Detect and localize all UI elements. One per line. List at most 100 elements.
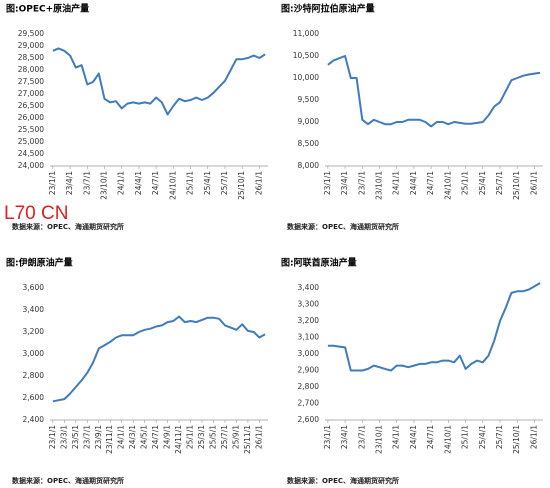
x-tick-label: 26/1/1 <box>254 425 263 449</box>
x-tick-label: 24/7/1 <box>151 171 160 195</box>
x-tick-label: 25/1/1 <box>461 171 470 195</box>
x-tick-label: 24/1/1 <box>392 171 401 195</box>
x-tick-label: 23/7/1 <box>357 425 366 449</box>
x-tick-label: 23/7/1 <box>82 425 91 449</box>
x-tick-label: 24/4/1 <box>134 171 143 195</box>
y-tick-label: 2,800 <box>23 371 45 380</box>
x-tick-label: 24/1/1 <box>392 425 401 449</box>
x-tick-label: 24/7/1 <box>151 425 160 449</box>
x-tick-label: 24/1/1 <box>117 425 126 449</box>
x-tick-label: 25/4/1 <box>478 171 487 195</box>
y-tick-label: 2,800 <box>298 382 320 391</box>
x-tick-label: 23/1/1 <box>48 425 57 449</box>
x-tick-label: 25/11/1 <box>243 425 252 454</box>
y-tick-label: 3,200 <box>298 316 320 325</box>
y-tick-label: 3,400 <box>298 283 320 292</box>
x-tick-label: 25/5/1 <box>209 425 218 449</box>
y-tick-label: 8,000 <box>298 161 320 170</box>
y-tick-label: 26,000 <box>18 113 44 122</box>
y-tick-label: 3,400 <box>23 305 45 314</box>
x-tick-label: 23/10/1 <box>100 171 109 200</box>
x-tick-label: 24/5/1 <box>140 425 149 449</box>
x-tick-label: 26/1/1 <box>529 425 538 449</box>
x-tick-label: 26/1/1 <box>529 171 538 195</box>
x-tick-label: 24/3/1 <box>128 425 137 449</box>
x-tick-label: 23/4/1 <box>65 171 74 195</box>
source-note: 数据来源：OPEC、海通期货研究所 <box>12 222 124 231</box>
x-tick-label: 25/10/1 <box>512 425 521 454</box>
x-tick-label: 23/4/1 <box>340 171 349 195</box>
x-tick-label: 24/11/1 <box>174 425 183 454</box>
y-tick-label: 24,000 <box>18 161 44 170</box>
y-tick-label: 3,100 <box>298 333 320 342</box>
x-tick-label: 23/1/1 <box>323 425 332 449</box>
x-tick-label: 25/9/1 <box>231 425 240 449</box>
y-tick-label: 2,600 <box>298 415 320 424</box>
y-tick-label: 3,200 <box>23 327 45 336</box>
data-line <box>52 315 266 403</box>
y-tick-label: 29,000 <box>18 41 44 50</box>
x-tick-label: 23/10/1 <box>375 171 384 200</box>
y-tick-label: 28,500 <box>18 53 44 62</box>
source-note: 数据来源：OPEC、海通期货研究所 <box>287 476 399 485</box>
x-tick-label: 25/1/1 <box>186 425 195 449</box>
y-tick-label: 27,000 <box>18 89 44 98</box>
data-line <box>327 55 541 128</box>
x-tick-label: 25/7/1 <box>220 425 229 449</box>
y-tick-label: 24,500 <box>18 149 44 158</box>
x-tick-label: 25/7/1 <box>495 425 504 449</box>
y-tick-label: 27,500 <box>18 77 44 86</box>
x-tick-label: 24/10/1 <box>443 171 452 200</box>
y-tick-label: 3,000 <box>298 349 320 358</box>
y-tick-label: 2,600 <box>23 393 45 402</box>
y-tick-label: 25,000 <box>18 137 44 146</box>
x-tick-label: 23/3/1 <box>59 425 68 449</box>
data-line <box>52 47 266 116</box>
x-tick-label: 23/7/1 <box>357 171 366 195</box>
x-tick-label: 23/11/1 <box>105 425 114 454</box>
x-tick-label: 26/1/1 <box>254 171 263 195</box>
chart-title: 图:OPEC+原油产量 <box>6 3 89 15</box>
y-tick-label: 10,000 <box>293 73 319 82</box>
y-tick-label: 3,300 <box>298 300 320 309</box>
x-tick-label: 24/10/1 <box>443 425 452 454</box>
y-tick-label: 9,000 <box>298 117 320 126</box>
y-tick-label: 3,600 <box>23 283 45 292</box>
data-line <box>327 282 541 372</box>
source-note: 数据来源：OPEC、海通期货研究所 <box>287 222 399 231</box>
x-tick-label: 24/4/1 <box>409 171 418 195</box>
y-tick-label: 26,500 <box>18 101 44 110</box>
y-tick-label: 10,500 <box>293 51 319 60</box>
watermark: L70 CN <box>4 203 68 224</box>
y-tick-label: 25,500 <box>18 125 44 134</box>
x-tick-label: 24/9/1 <box>163 425 172 449</box>
y-tick-label: 28,000 <box>18 65 44 74</box>
y-tick-label: 3,000 <box>23 349 45 358</box>
x-tick-label: 25/3/1 <box>197 425 206 449</box>
x-tick-label: 25/4/1 <box>478 425 487 449</box>
x-tick-label: 24/4/1 <box>409 425 418 449</box>
source-note: 数据来源：OPEC、海通期货研究所 <box>12 476 124 485</box>
x-tick-label: 23/1/1 <box>323 171 332 195</box>
x-tick-label: 25/1/1 <box>186 171 195 195</box>
y-tick-label: 11,000 <box>293 29 319 38</box>
x-tick-label: 25/1/1 <box>461 425 470 449</box>
y-tick-label: 2,700 <box>298 399 320 408</box>
y-tick-label: 2,900 <box>298 366 320 375</box>
x-tick-label: 24/7/1 <box>426 171 435 195</box>
chart-title: 图:阿联酋原油产量 <box>281 257 357 269</box>
x-tick-label: 23/7/1 <box>82 171 91 195</box>
x-tick-label: 25/10/1 <box>512 171 521 200</box>
x-tick-label: 25/7/1 <box>220 171 229 195</box>
x-tick-label: 25/10/1 <box>237 171 246 200</box>
x-tick-label: 23/9/1 <box>94 425 103 449</box>
chart-title: 图:沙特阿拉伯原油产量 <box>281 3 375 15</box>
x-tick-label: 25/7/1 <box>495 171 504 195</box>
x-tick-label: 24/10/1 <box>168 171 177 200</box>
y-tick-label: 29,500 <box>18 29 44 38</box>
x-tick-label: 23/4/1 <box>340 425 349 449</box>
x-tick-label: 24/1/1 <box>117 171 126 195</box>
x-tick-label: 23/10/1 <box>375 425 384 454</box>
x-tick-label: 25/4/1 <box>203 171 212 195</box>
x-tick-label: 23/5/1 <box>71 425 80 449</box>
